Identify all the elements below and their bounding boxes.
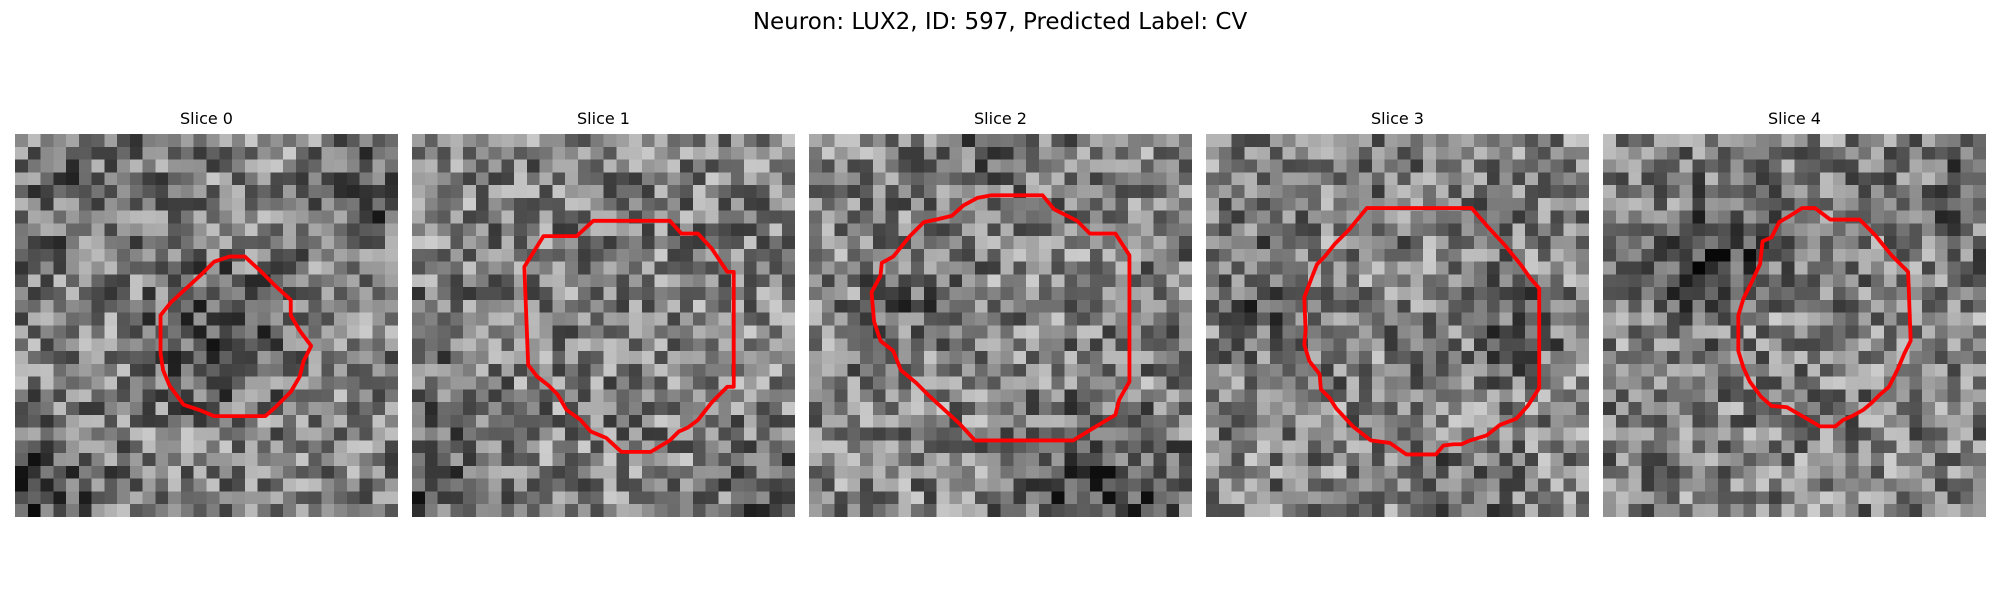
slice-title: Slice 2 bbox=[974, 109, 1027, 128]
slice-panel: Slice 3 bbox=[1206, 108, 1589, 517]
roi-contour bbox=[1736, 206, 1913, 429]
slice-image bbox=[15, 134, 398, 517]
roi-contour bbox=[158, 254, 314, 419]
slice-image bbox=[1603, 134, 1986, 517]
slice-panel: Slice 4 bbox=[1603, 108, 1986, 517]
slice-noise-texture bbox=[1206, 134, 1589, 517]
slice-panel: Slice 2 bbox=[809, 108, 1192, 517]
slice-noise-texture bbox=[412, 134, 795, 517]
slice-panel: Slice 0 bbox=[15, 108, 398, 517]
contour-overlay bbox=[869, 193, 1132, 443]
contour-overlay bbox=[522, 218, 736, 454]
slice-image bbox=[1206, 134, 1589, 517]
slice-image bbox=[412, 134, 795, 517]
contour-overlay bbox=[158, 254, 314, 419]
slice-panel: Slice 1 bbox=[412, 108, 795, 517]
slice-image bbox=[809, 134, 1192, 517]
roi-contour bbox=[522, 218, 736, 454]
roi-contour bbox=[869, 193, 1132, 443]
contour-overlay bbox=[1736, 206, 1913, 429]
slice-title: Slice 4 bbox=[1768, 109, 1821, 128]
slice-title: Slice 0 bbox=[180, 109, 233, 128]
roi-contour bbox=[1302, 206, 1542, 457]
slice-noise-texture bbox=[1603, 134, 1986, 517]
slice-title: Slice 1 bbox=[577, 109, 630, 128]
slice-title: Slice 3 bbox=[1371, 109, 1424, 128]
contour-overlay bbox=[1302, 206, 1542, 457]
slice-noise-texture bbox=[15, 134, 398, 517]
figure-title: Neuron: LUX2, ID: 597, Predicted Label: … bbox=[752, 9, 1248, 35]
